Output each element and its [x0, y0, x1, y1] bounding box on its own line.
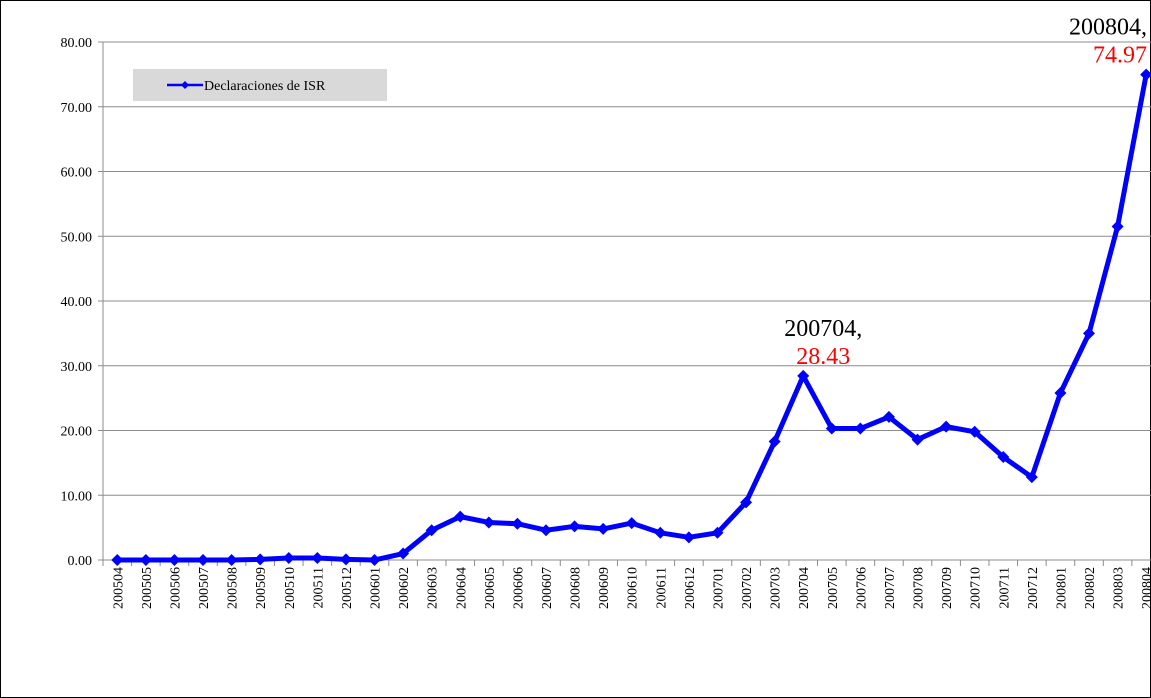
- data-point: [311, 552, 324, 565]
- x-tick-label: 200711: [997, 567, 1012, 608]
- x-tick-label: 200706: [854, 567, 869, 609]
- annotation-value: 28.43: [796, 344, 850, 370]
- data-point: [825, 422, 838, 435]
- x-tick-label: 200702: [740, 567, 755, 609]
- data-point: [968, 425, 981, 438]
- y-tick-label: 10.00: [61, 489, 93, 504]
- x-tick-label: 200608: [569, 567, 584, 609]
- data-point: [682, 531, 695, 544]
- x-tick-label: 200701: [711, 567, 726, 609]
- x-tick-label: 200508: [226, 567, 241, 609]
- x-tick-label: 200802: [1083, 567, 1098, 609]
- x-tick-label: 200607: [540, 567, 555, 609]
- x-tick-label: 200612: [683, 567, 698, 609]
- x-tick-label: 200609: [597, 567, 612, 609]
- data-point: [339, 553, 352, 566]
- annotation-label: 200704,: [784, 316, 862, 342]
- data-point: [597, 522, 610, 535]
- x-tick-label: 200712: [1026, 567, 1041, 609]
- x-tick-label: 200602: [397, 567, 412, 609]
- y-tick-label: 40.00: [61, 295, 93, 310]
- x-tick-label: 200605: [483, 567, 498, 609]
- data-point: [454, 510, 467, 523]
- x-tick-label: 200604: [454, 567, 469, 609]
- x-tick-label: 200606: [511, 567, 526, 609]
- data-point: [1140, 68, 1151, 81]
- x-tick-label: 200601: [369, 567, 384, 609]
- legend-label: Declaraciones de ISR: [204, 79, 326, 94]
- data-point: [397, 547, 410, 560]
- x-tick-label: 200504: [111, 567, 126, 609]
- data-point: [139, 554, 152, 566]
- y-tick-label: 0.00: [68, 554, 93, 569]
- data-point: [368, 554, 381, 566]
- data-point: [111, 554, 124, 566]
- data-point: [1083, 327, 1096, 340]
- data-point: [168, 554, 181, 566]
- data-point: [1054, 386, 1067, 399]
- y-tick-label: 30.00: [61, 360, 93, 375]
- data-point: [797, 369, 810, 382]
- data-point: [911, 433, 924, 446]
- data-point: [882, 410, 895, 423]
- x-tick-label: 200603: [426, 567, 441, 609]
- annotation-label: 200804,: [1069, 15, 1147, 41]
- data-point: [539, 524, 552, 537]
- y-tick-label: 50.00: [61, 230, 93, 245]
- data-point: [197, 554, 210, 566]
- x-tick-label: 200505: [140, 567, 155, 609]
- data-point: [425, 524, 438, 537]
- x-tick-label: 200708: [912, 567, 927, 609]
- x-tick-label: 200705: [826, 567, 841, 609]
- x-tick-label: 200507: [197, 567, 212, 609]
- data-point: [940, 420, 953, 433]
- x-tick-label: 200704: [797, 567, 812, 609]
- data-point: [1025, 471, 1038, 484]
- x-tick-label: 200803: [1112, 567, 1127, 609]
- x-tick-label: 200707: [883, 567, 898, 609]
- x-tick-label: 200703: [769, 567, 784, 609]
- x-tick-label: 200801: [1054, 567, 1069, 609]
- y-tick-label: 80.00: [61, 36, 93, 51]
- data-point: [740, 496, 753, 509]
- annotation-value: 74.97: [1093, 43, 1147, 69]
- data-point: [625, 517, 638, 530]
- data-point: [568, 520, 581, 533]
- data-point: [854, 422, 867, 435]
- data-point: [225, 554, 238, 566]
- data-point: [711, 526, 724, 539]
- data-point: [1111, 220, 1124, 233]
- data-point: [654, 526, 667, 539]
- x-tick-label: 200804: [1140, 567, 1151, 609]
- x-tick-label: 200611: [654, 567, 669, 608]
- x-tick-label: 200510: [283, 567, 298, 609]
- y-tick-label: 20.00: [61, 425, 93, 440]
- data-point: [282, 552, 295, 565]
- y-tick-label: 60.00: [61, 166, 93, 181]
- data-point: [768, 435, 781, 448]
- data-point: [482, 516, 495, 529]
- y-tick-label: 70.00: [61, 101, 93, 116]
- x-tick-label: 200610: [626, 567, 641, 609]
- data-point: [511, 517, 524, 530]
- data-point: [254, 553, 267, 566]
- data-point: [997, 451, 1010, 464]
- x-tick-label: 200511: [311, 567, 326, 608]
- x-tick-label: 200709: [940, 567, 955, 609]
- x-tick-label: 200506: [168, 567, 183, 609]
- x-tick-label: 200512: [340, 567, 355, 609]
- legend-marker: [181, 81, 189, 89]
- x-tick-label: 200710: [969, 567, 984, 609]
- x-tick-label: 200509: [254, 567, 269, 609]
